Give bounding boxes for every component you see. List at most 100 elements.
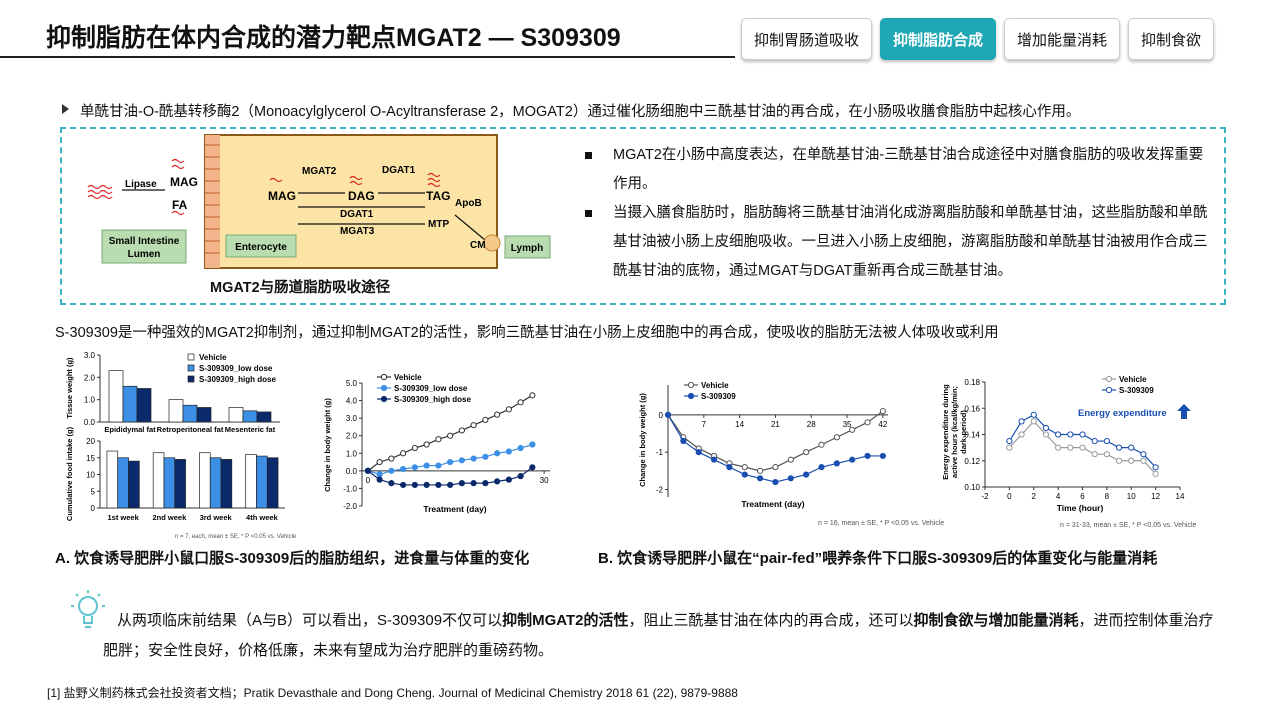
data-point [787, 456, 794, 463]
pathway-label: CM [470, 240, 486, 251]
data-point [517, 399, 524, 406]
data-point [680, 437, 687, 445]
x-tick-label: 14 [735, 420, 744, 429]
data-point [494, 478, 501, 485]
data-point [482, 453, 489, 460]
data-point [741, 471, 748, 478]
conclusion-segment: 抑制食欲与增加能量消耗 [913, 612, 1079, 629]
chart-panel: 0 5 10 15 20 Cumulative food intake (g) 1st we… [65, 426, 285, 522]
x-tick-label: 35 [843, 420, 852, 429]
tab[interactable]: 抑制脂肪合成 [880, 18, 997, 60]
data-point [376, 471, 383, 478]
data-point [470, 455, 477, 462]
x-tick-label: Mesenteric fat [225, 425, 276, 434]
y-tick-label: 0 [91, 504, 96, 513]
bar [106, 450, 119, 509]
chart-panel: 0.10 0.12 0.14 0.16 0.18 Energy expenditure d… [941, 375, 1185, 513]
data-point [879, 408, 886, 415]
x-tick-label: 21 [771, 420, 780, 429]
legend-label: S-309309_low dose [394, 384, 468, 393]
pathway-label: MAG [268, 189, 296, 203]
legend-marker [380, 384, 388, 392]
pathway-label: DAG [348, 189, 375, 203]
membrane-stripes [205, 144, 220, 254]
legend-marker [380, 373, 388, 381]
data-point [458, 427, 465, 434]
y-tick-label: 3.0 [84, 351, 96, 360]
x-tick-label: 28 [807, 420, 816, 429]
data-point [849, 426, 856, 433]
conclusion: 从两项临床前结果（A与B）可以看出，S-309309不仅可以抑制MGAT2的活性… [103, 606, 1221, 666]
intro-text: 单酰甘油-O-酰基转移酶2（Monoacylglycerol O-Acyltra… [80, 104, 1081, 120]
data-point [423, 462, 430, 469]
bar [122, 385, 138, 423]
bar [136, 388, 152, 423]
y-tick-label: 3.0 [346, 414, 358, 423]
data-point [482, 480, 489, 487]
bullet-text: 当摄入膳食脂肪时，脂肪酶将三酰基甘油消化成游离脂肪酸和单酰基甘油，这些脂肪酸和单… [613, 205, 1208, 279]
data-point [1152, 470, 1159, 477]
tab[interactable]: 抑制胃肠道吸收 [741, 18, 873, 60]
pathway-label: Enterocyte [235, 242, 287, 253]
legend-label: Vehicle [199, 353, 227, 362]
data-point [1055, 431, 1062, 438]
data-point [435, 481, 442, 489]
conclusion-segment: 抑制MGAT2的活性 [502, 612, 629, 629]
data-point [364, 467, 371, 474]
y-tick-label: 2.0 [84, 373, 96, 382]
bullet-list: MGAT2在小肠中高度表达，在单酰基甘油-三酰基甘油合成途径中对膳食脂肪的吸收发… [585, 141, 1215, 286]
legend-label: Vehicle [394, 373, 422, 382]
data-point [818, 464, 825, 471]
y-tick-label: 1.0 [84, 396, 96, 405]
chylomicron [483, 234, 501, 252]
statement: S-309309是一种强效的MGAT2抑制剂，通过抑制MGAT2的活性，影响三酰… [55, 325, 999, 341]
legend-label: S-309309_low dose [199, 364, 273, 373]
annotation: Energy expenditure [1078, 408, 1167, 419]
x-tick-label: 2nd week [152, 513, 187, 522]
y-tick-label: 1.0 [346, 449, 358, 458]
data-point [664, 411, 672, 418]
y-axis-label: Cumulative food intake (g) [65, 426, 74, 521]
bar [152, 452, 165, 509]
y-tick-label: 0.12 [964, 457, 980, 466]
figure-caption: A. 饮食诱导肥胖小鼠口服S-309309后的脂肪组织，进食量与体重的变化 [55, 550, 530, 567]
y-axis-label: Tissue weight (g) [65, 357, 74, 419]
y-tick-label: 20 [86, 437, 95, 446]
intro-marker [62, 104, 69, 114]
x-tick-label: Epididymal fat [104, 425, 156, 434]
y-tick-label: -1 [656, 448, 664, 457]
chart-panel: 0 -1 -2 Change in body weight (g) Treatment … [638, 381, 888, 509]
y-tick-label: 4.0 [346, 397, 358, 406]
data-point [1091, 437, 1098, 445]
data-point [517, 473, 524, 480]
tab[interactable]: 抑制食欲 [1128, 18, 1215, 60]
data-point [1018, 431, 1025, 438]
y-axis-label: Energy expenditure during [941, 384, 950, 480]
title-rule [0, 56, 735, 58]
data-point [400, 466, 407, 473]
bar [168, 399, 184, 423]
legend-label: Vehicle [701, 381, 729, 390]
data-point [1067, 431, 1074, 438]
pathway-label: DGAT1 [340, 209, 374, 220]
y-axis-label: dark-period) [959, 410, 968, 454]
data-point [505, 406, 512, 413]
bullet-item: MGAT2在小肠中高度表达，在单酰基甘油-三酰基甘油合成途径中对膳食脂肪的吸收发… [585, 141, 1215, 199]
y-tick-label: -1.0 [343, 484, 357, 493]
data-point [833, 460, 840, 467]
tab[interactable]: 增加能量消耗 [1004, 18, 1121, 60]
data-point [1006, 444, 1013, 451]
pathway-label: DGAT1 [382, 165, 416, 176]
pathway-label: MGAT3 [340, 226, 375, 237]
data-point [1030, 418, 1037, 425]
x-tick-label: 2 [1032, 492, 1037, 501]
data-point [529, 441, 536, 448]
x-tick-label: Retroperitoneal fat [157, 425, 224, 434]
data-point [1079, 444, 1086, 451]
data-point [803, 471, 810, 478]
x-tick-label: 14 [1176, 492, 1185, 501]
data-point [470, 422, 477, 429]
figure-caption: B. 饮食诱导肥胖小鼠在“pair-fed”喂养条件下口服S-309309后的体… [598, 550, 1158, 567]
pathway-diagram: Lipase MAG FA Small Intestine Lumen Ente… [87, 134, 551, 269]
data-point [1140, 457, 1147, 464]
